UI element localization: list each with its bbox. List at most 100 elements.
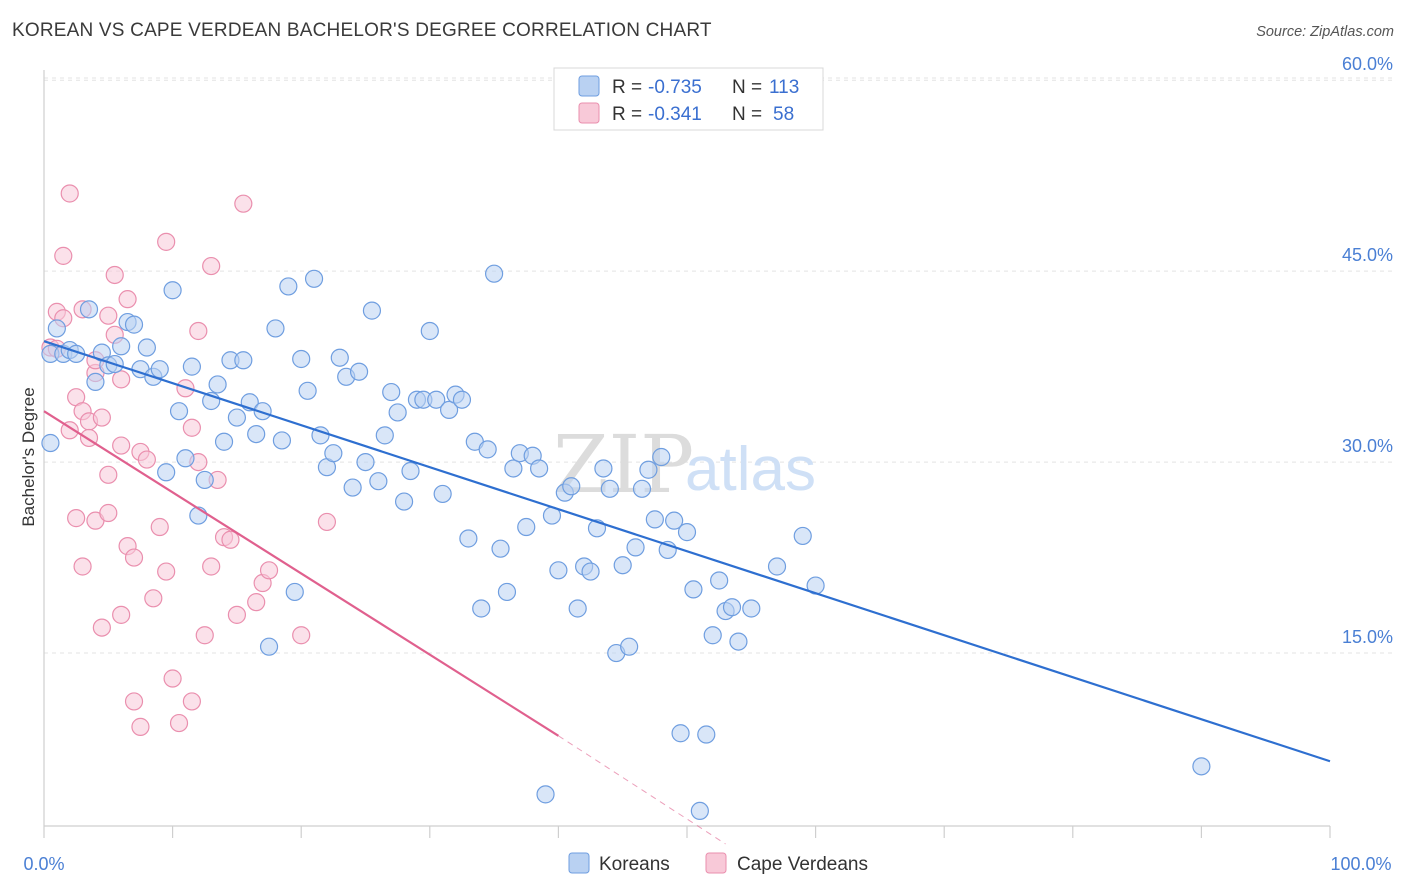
korean-point: [639, 460, 658, 479]
korean-point: [568, 599, 587, 618]
capeverdean-point: [157, 232, 176, 251]
korean-point: [157, 463, 176, 482]
capeverdean-point: [99, 503, 118, 523]
korean-point: [324, 444, 343, 463]
source-label: Source: ZipAtlas.com: [1256, 24, 1394, 40]
korean-point: [47, 319, 66, 338]
korean-point: [279, 277, 298, 296]
korean-point: [562, 477, 581, 496]
capeverdean-point: [124, 692, 144, 711]
capeverdean-point: [99, 306, 118, 325]
korean-point: [433, 484, 452, 504]
korean-point: [259, 637, 279, 656]
korean-point: [472, 599, 491, 618]
korean-point: [710, 571, 729, 590]
korean-point: [684, 580, 703, 599]
korean-point: [304, 269, 324, 288]
korean-point: [439, 400, 459, 420]
korean-point: [767, 557, 787, 576]
korean-point: [369, 472, 388, 491]
korean-point: [452, 390, 472, 409]
capeverdean-point: [99, 465, 118, 484]
capeverdean-point: [157, 562, 176, 581]
korean-point: [169, 402, 189, 421]
korean-point: [401, 461, 420, 481]
x-axis-ticks: [43, 826, 1331, 838]
capeverdean-point: [189, 321, 208, 341]
korean-point: [581, 562, 600, 581]
capeverdean-point: [144, 589, 163, 608]
korean-point: [195, 470, 214, 490]
y-tick-label: 60.0%: [1342, 54, 1393, 74]
korean-point: [742, 599, 761, 618]
capeverdeans-trend-extension: [558, 735, 726, 845]
korean-point: [41, 433, 60, 453]
korean-point: [234, 351, 253, 370]
capeverdean-point: [92, 408, 111, 427]
koreans-swatch: [578, 75, 600, 97]
korean-point: [491, 539, 510, 558]
legend-koreans-swatch: [568, 852, 590, 874]
korean-point: [793, 526, 812, 546]
korean-point: [530, 459, 549, 478]
y-tick-label: 15.0%: [1342, 627, 1393, 647]
korean-point: [137, 338, 156, 357]
koreans-n-label: N =: [732, 77, 762, 98]
capeverdean-point: [221, 530, 240, 549]
koreans-points: [41, 264, 1211, 821]
korean-point: [620, 637, 639, 656]
korean-point: [549, 561, 568, 580]
korean-point: [356, 453, 375, 472]
korean-point: [677, 523, 697, 542]
capeverdean-point: [73, 557, 92, 576]
capeverdean-point: [247, 593, 266, 612]
capeverdean-point: [202, 256, 221, 276]
capeverdean-point: [202, 557, 221, 576]
korean-point: [394, 492, 414, 511]
korean-point: [214, 432, 234, 451]
capeverdeans-r-label: R =: [612, 104, 642, 125]
korean-point: [86, 372, 105, 392]
capeverdean-point: [131, 717, 150, 736]
korean-point: [504, 459, 523, 478]
korean-point: [266, 319, 285, 338]
legend-capeverdeans-label: Cape Verdeans: [737, 854, 868, 875]
korean-point: [427, 390, 446, 409]
korean-point: [671, 724, 690, 743]
capeverdean-point: [195, 626, 214, 645]
capeverdean-point: [317, 512, 337, 532]
korean-point: [632, 479, 652, 498]
koreans-r-label: R =: [612, 77, 642, 98]
chart-title: KOREAN VS CAPE VERDEAN BACHELOR'S DEGREE…: [12, 20, 712, 41]
legend-koreans-label: Koreans: [599, 854, 670, 875]
capeverdean-point: [163, 669, 182, 688]
korean-point: [124, 315, 144, 334]
korean-point: [626, 538, 645, 557]
korean-point: [388, 403, 407, 422]
capeverdean-point: [60, 184, 79, 203]
series-legend: Koreans Cape Verdeans: [568, 852, 868, 875]
capeverdean-point: [54, 246, 73, 265]
korean-point: [292, 349, 311, 369]
korean-point: [645, 510, 664, 529]
korean-point: [1192, 757, 1211, 776]
capeverdean-point: [182, 692, 201, 711]
koreans-r-value: -0.735: [648, 77, 702, 98]
x-tick-label-min: 0.0%: [23, 854, 64, 874]
korean-point: [362, 301, 382, 320]
koreans-trend-line: [43, 340, 1331, 763]
capeverdean-point: [150, 517, 169, 537]
korean-point: [272, 431, 292, 450]
capeverdean-point: [227, 605, 246, 624]
capeverdean-point: [118, 290, 137, 309]
korean-point: [330, 348, 349, 367]
korean-point: [478, 440, 497, 459]
capeverdean-point: [234, 194, 253, 213]
korean-point: [729, 632, 748, 651]
capeverdean-point: [105, 265, 124, 285]
korean-point: [382, 382, 401, 402]
capeverdean-point: [92, 618, 111, 637]
korean-point: [613, 556, 632, 575]
watermark-zip: ZIP: [553, 418, 694, 511]
